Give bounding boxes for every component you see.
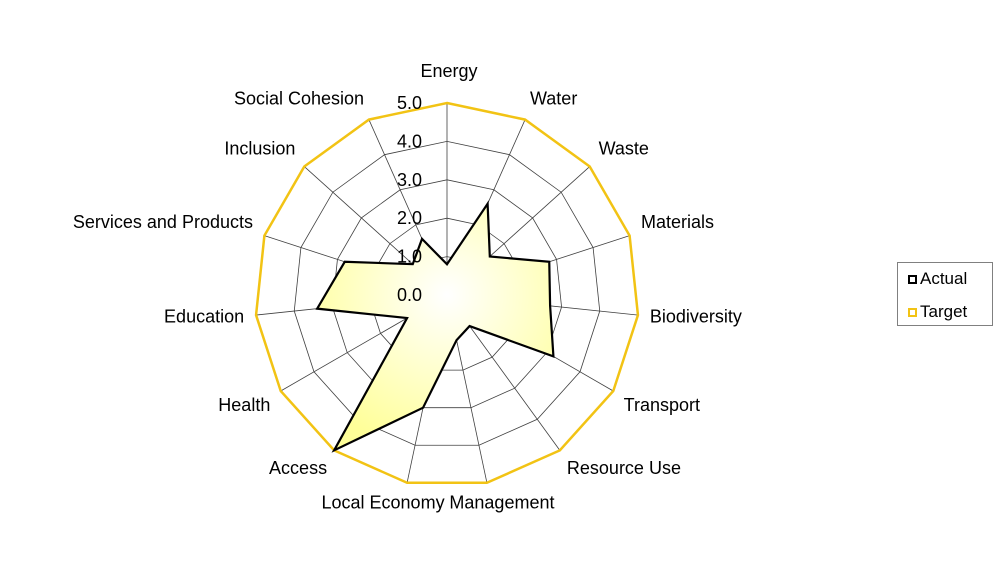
category-labels: Energy Water Waste Materials Biodiversity Tra… — [73, 61, 742, 513]
legend: Actual Target — [897, 262, 993, 326]
category-label: Water — [530, 89, 577, 109]
category-label: Local Economy — [322, 493, 445, 513]
target-polygon — [254, 101, 640, 485]
category-label: Transport — [624, 395, 700, 415]
actual-polygon — [315, 200, 555, 453]
category-label: Resource Use — [567, 458, 681, 478]
tick-label: 2.0 — [397, 208, 422, 228]
legend-item-actual: Actual — [908, 268, 967, 290]
tick-label: 0.0 — [397, 285, 422, 305]
actual-series — [315, 200, 555, 453]
tick-label: 4.0 — [397, 131, 422, 151]
category-label: Social Cohesion — [234, 89, 364, 109]
category-label: Materials — [641, 212, 714, 232]
tick-label: 5.0 — [397, 93, 422, 113]
legend-swatch-target — [908, 307, 917, 317]
category-label: Health — [218, 395, 270, 415]
category-label: Access — [269, 458, 327, 478]
target-series — [254, 101, 640, 485]
legend-swatch-actual — [908, 274, 917, 284]
category-label: Biodiversity — [650, 306, 742, 326]
radial-tick-labels: 0.0 1.0 2.0 3.0 4.0 5.0 — [397, 93, 422, 305]
tick-label: 1.0 — [397, 247, 422, 267]
grid-ring-4 — [293, 140, 601, 446]
legend-label-target: Target — [920, 302, 968, 321]
category-label: Energy — [420, 61, 477, 81]
category-label: Inclusion — [224, 138, 295, 158]
legend-label-actual: Actual — [920, 269, 968, 288]
category-label: Waste — [599, 138, 649, 158]
tick-label: 3.0 — [397, 170, 422, 190]
legend-item-target: Target — [908, 301, 967, 323]
grid-ring-3 — [332, 179, 562, 409]
category-label: Services and Products — [73, 212, 253, 232]
category-label: Education — [164, 306, 244, 326]
category-label: Management — [449, 493, 554, 513]
